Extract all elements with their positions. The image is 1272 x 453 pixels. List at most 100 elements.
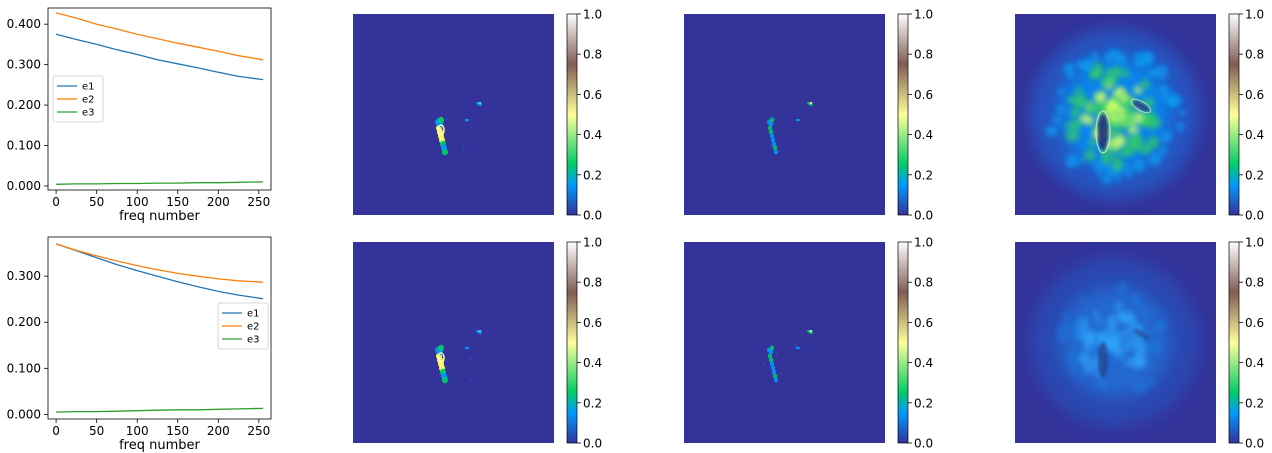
source-blob	[438, 116, 444, 124]
source-blob	[442, 376, 448, 384]
x-tick-label: 50	[89, 195, 104, 209]
diffuse-blotch	[1070, 107, 1080, 118]
x-tick-label: 200	[207, 195, 230, 209]
diffuse-blotch	[1140, 79, 1150, 89]
diffuse-blotch	[1079, 295, 1087, 303]
colorbar-tick-label: 0.0	[1245, 209, 1264, 223]
diffuse-blotch	[1084, 149, 1096, 161]
x-tick-label: 150	[166, 424, 189, 438]
diffuse-blotch	[1111, 153, 1119, 161]
y-tick-label: 0.200	[7, 98, 41, 112]
line-chart-bottom-left: 0 50 100 150 200 250 0.000 0.100 0.200 0.300 freq …	[7, 236, 272, 453]
noise-speck	[445, 118, 448, 120]
diffuse-blotch	[1075, 60, 1085, 70]
x-tick-label: 100	[126, 424, 149, 438]
diffuse-blotch	[1065, 153, 1079, 168]
x-axis-label: freq number	[119, 438, 200, 453]
x-tick-label: 250	[247, 424, 270, 438]
y-tick-label: 0.300	[7, 269, 41, 283]
colorbar-tick-label: 0.4	[914, 128, 933, 142]
heatmap-row1-col4: 0.0 0.2 0.4 0.6 0.8 1.0	[1015, 8, 1264, 223]
diffuse-blotch	[1083, 361, 1096, 374]
source-blob	[476, 329, 482, 335]
y-tick-label: 0.000	[7, 179, 41, 193]
noise-speck	[461, 147, 464, 149]
y-tick-label: 0.100	[7, 361, 41, 375]
diffuse-blotch	[1068, 364, 1078, 375]
source-core	[437, 352, 445, 364]
diffuse-blotch	[1077, 156, 1085, 164]
noise-speck	[449, 377, 451, 379]
source-blob	[465, 346, 469, 350]
diffuse-blotch	[1134, 340, 1148, 355]
x-tick-label: 50	[89, 424, 104, 438]
diffuse-blotch	[1176, 122, 1185, 131]
diffuse-blotch	[1127, 123, 1140, 136]
diffuse-blotch	[1116, 282, 1129, 294]
noise-speck	[770, 144, 772, 147]
colorbar-tick-label: 0.4	[583, 356, 602, 370]
diffuse-blotch	[1115, 310, 1125, 320]
diffuse-blotch	[1140, 143, 1152, 155]
diffuse-blotch	[1132, 380, 1147, 395]
diffuse-blotch	[1067, 95, 1077, 105]
x-tick-label: 150	[166, 195, 189, 209]
diffuse-blotch	[1158, 146, 1168, 156]
diffuse-blotch	[1114, 176, 1122, 183]
colorbar	[897, 241, 909, 444]
legend: e1 e2 e3	[52, 75, 104, 123]
diffuse-blotch	[1105, 68, 1115, 78]
noise-speck	[470, 378, 472, 380]
colorbar-tick-label: 0.0	[583, 437, 602, 451]
colorbar-tick-label: 1.0	[914, 236, 933, 250]
colorbar-tick-label: 0.4	[1245, 128, 1264, 142]
source-ring	[1095, 110, 1111, 154]
heatmap-content	[1030, 257, 1200, 427]
colorbar-tick-label: 1.0	[914, 8, 933, 22]
series-line-e1	[55, 243, 263, 300]
diffuse-blotch	[1142, 51, 1153, 62]
diffuse-blotch	[1149, 151, 1163, 165]
diffuse-blotch	[1088, 139, 1097, 148]
x-tick-label: 250	[247, 195, 270, 209]
series-line-e3	[56, 407, 263, 413]
diffuse-blotch	[1115, 134, 1127, 146]
source-blob	[478, 330, 482, 332]
diffuse-blotch	[1094, 100, 1108, 114]
colorbar-tick-label: 0.8	[914, 48, 933, 62]
diffuse-blotch	[1062, 311, 1072, 322]
dark-source	[1098, 114, 1108, 150]
source-blob	[768, 129, 774, 135]
legend-label-e1: e1	[247, 309, 260, 320]
source-blob	[773, 149, 779, 155]
diffuse-blotch	[1112, 347, 1125, 360]
diffuse-blotch	[1056, 105, 1066, 115]
colorbar	[1228, 241, 1240, 444]
x-tick-label: 100	[126, 195, 149, 209]
diffuse-blotch	[1056, 332, 1066, 343]
colorbar-tick-label: 0.0	[583, 209, 602, 223]
diffuse-blotch	[1114, 302, 1123, 311]
source-blob	[807, 101, 813, 107]
heatmap-content	[763, 329, 813, 383]
diffuse-blotch	[1096, 170, 1104, 179]
diffuse-blotch	[1153, 119, 1161, 127]
noise-speck	[793, 149, 796, 152]
colorbar-tick-label: 0.2	[583, 396, 602, 410]
dark-source	[1098, 342, 1108, 378]
y-tick-label: 0.200	[7, 315, 41, 329]
source-blob	[768, 357, 774, 363]
colorbar	[566, 241, 578, 444]
colorbar-tick-label: 0.6	[583, 88, 602, 102]
diffuse-blotch	[1093, 91, 1106, 104]
noise-speck	[434, 379, 436, 382]
source-blob	[770, 365, 776, 371]
dark-source	[1133, 100, 1149, 112]
source-blob	[769, 117, 775, 123]
noise-speck	[794, 344, 796, 346]
diffuse-blotch	[1130, 355, 1145, 369]
legend-label-e2: e2	[247, 322, 260, 333]
diffuse-blotch	[1123, 145, 1134, 156]
colorbar-tick-label: 0.6	[914, 316, 933, 330]
diffuse-blotch	[1143, 97, 1155, 109]
